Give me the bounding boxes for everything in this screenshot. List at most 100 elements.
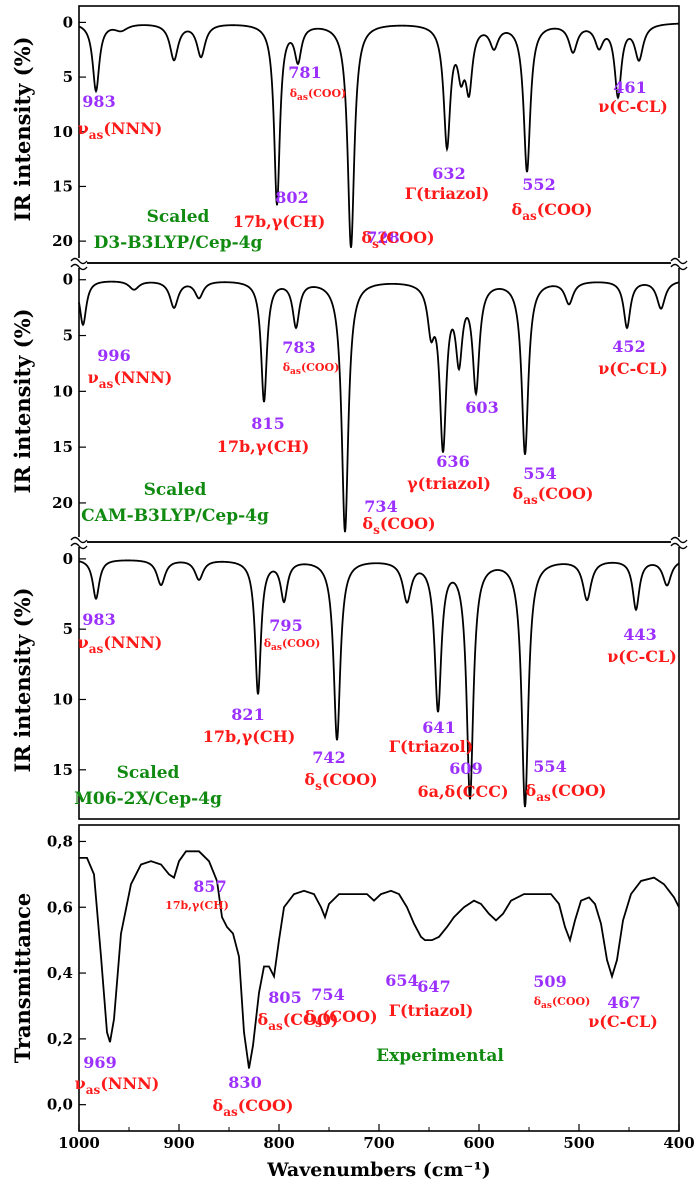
y-tick-label: 0,8 — [47, 832, 73, 850]
assignment-suffix: (COO) — [538, 484, 594, 503]
assignment-suffix: (COO) — [283, 1010, 339, 1029]
peak-assignment-label: 17b,γ(CH) — [233, 212, 326, 231]
assignment-subscript: s — [373, 523, 380, 537]
assignment-main: ν — [88, 368, 99, 387]
y-tick-label: 0 — [63, 271, 73, 289]
assignment-subscript: s — [315, 1016, 322, 1030]
peak-assignment-label: δas(COO) — [526, 781, 607, 804]
assignment-main: δ — [512, 200, 523, 219]
assignment-main: δ — [362, 514, 373, 533]
method-label: Scaled — [117, 763, 180, 783]
axis-break-gap — [71, 258, 87, 268]
axis-break-mark — [70, 257, 88, 271]
peak-wavenumber-label: 781 — [288, 63, 321, 82]
peak-assignment-label: νas(NNN) — [78, 119, 163, 142]
panel-d3-b3lyp: 0 5 10 15 20 IR intensity (%) Scaled D3-B3LYP/C… — [10, 5, 680, 264]
axis-break-mark — [670, 257, 688, 271]
y-tick-label: 0 — [63, 550, 73, 568]
assignment-main: 17b,γ(CH) — [217, 437, 310, 456]
y-tick-label: 5 — [63, 68, 73, 86]
peak-wavenumber-label: 654 — [385, 971, 418, 990]
peak-assignment-label: 17b,γ(CH) — [203, 727, 296, 746]
y-tick-label: 5 — [63, 620, 73, 638]
assignment-suffix: (COO) — [282, 637, 320, 650]
assignment-main: ν(C-CL) — [598, 359, 668, 378]
peak-wavenumber-label: 603 — [465, 398, 498, 417]
peak-wavenumber-label: 805 — [268, 988, 301, 1007]
peak-wavenumber-label: 461 — [613, 78, 646, 97]
peak-wavenumber-label: 795 — [269, 616, 302, 635]
assignment-suffix: (COO) — [322, 770, 378, 789]
panel-experimental: 0,0 0,2 0,4 0,6 0,8 Transmittance Experimental… — [10, 824, 680, 1132]
y-axis-title: Transmittance — [10, 893, 35, 1063]
spectrum-line — [78, 280, 680, 533]
assignment-subscript: as — [541, 1001, 552, 1011]
axis-break-gap — [671, 258, 687, 268]
x-tick-label: 800 — [263, 1134, 294, 1152]
peak-assignment-label: Γ(triazol) — [389, 737, 474, 756]
peak-wavenumber-label: 783 — [282, 338, 315, 357]
peak-assignment-label: 17b,γ(CH) — [165, 899, 229, 912]
method-label: Scaled — [147, 207, 210, 227]
assignment-subscript: as — [536, 790, 551, 804]
peak-wavenumber-label: 443 — [623, 625, 656, 644]
assignment-subscript: as — [290, 367, 301, 377]
assignment-main: ν(C-CL) — [588, 1012, 658, 1031]
assignment-main: δ — [526, 781, 537, 800]
peak-wavenumber-label: 609 — [449, 759, 482, 778]
peak-wavenumber-label: 983 — [82, 92, 115, 111]
peak-wavenumber-label: 452 — [612, 337, 645, 356]
peak-assignment-label: Γ(triazol) — [389, 1001, 474, 1020]
assignment-suffix: (COO) — [379, 228, 435, 247]
assignment-main: 17b,γ(CH) — [165, 899, 229, 912]
peak-wavenumber-label: 830 — [228, 1073, 261, 1092]
panel-cam-b3lyp: 0 5 10 15 20 IR intensity (%) Scaled CAM-B3LYP/… — [10, 262, 680, 543]
assignment-subscript: as — [297, 93, 308, 103]
y-axis-title: IR intensity (%) — [10, 36, 35, 221]
spectrum-line — [79, 850, 680, 1069]
peak-assignment-label: ν(C-CL) — [598, 359, 668, 378]
peak-wavenumber-label: 754 — [311, 985, 344, 1004]
y-tick-label: 10 — [52, 123, 73, 141]
assignment-main: ν(C-CL) — [607, 647, 677, 666]
axis-break-gap — [671, 537, 687, 547]
peak-wavenumber-label: 467 — [607, 993, 640, 1012]
y-tick-label: 15 — [52, 177, 73, 195]
peak-assignment-label: νas(NNN) — [78, 633, 163, 656]
axis-break-gap — [71, 537, 87, 547]
peak-assignment-label: νas(NNN) — [88, 368, 173, 391]
peak-assignment-label: δs(COO) — [304, 770, 377, 793]
assignment-subscript: as — [223, 1105, 238, 1119]
assignment-main: ν(C-CL) — [598, 97, 668, 116]
peak-assignment-label: δs(COO) — [362, 514, 435, 537]
assignment-suffix: (NNN) — [103, 119, 162, 138]
assignment-subscript: as — [268, 1019, 283, 1033]
x-axis: 1000 900 800 700 600 500 400 Wavenumbers (cm⁻¹) — [58, 1124, 695, 1181]
assignment-subscript: as — [99, 377, 114, 391]
assignment-suffix: (NNN) — [103, 633, 162, 652]
x-tick-label: 700 — [363, 1134, 394, 1152]
assignment-main: ν — [78, 119, 89, 138]
assignment-suffix: (COO) — [537, 200, 593, 219]
y-tick-label: 15 — [52, 761, 73, 779]
peak-wavenumber-label: 734 — [364, 497, 397, 516]
y-tick-label: 0 — [63, 13, 73, 31]
peak-wavenumber-label: 509 — [533, 972, 566, 991]
peak-assignment-label: δas(COO) — [534, 995, 591, 1011]
assignment-suffix: (NNN) — [100, 1074, 159, 1093]
assignment-main: ν — [78, 633, 89, 652]
method-label: Scaled — [144, 480, 207, 500]
peak-wavenumber-label: 802 — [275, 188, 308, 207]
peak-wavenumber-label: 969 — [83, 1053, 116, 1072]
x-tick-label: 900 — [163, 1134, 194, 1152]
assignment-main: δ — [304, 1007, 315, 1026]
y-tick-label: 0,0 — [47, 1096, 73, 1114]
axis-break-wave — [70, 542, 88, 550]
peak-wavenumber-label: 728 — [366, 228, 399, 247]
peak-wavenumber-label: 815 — [251, 414, 284, 433]
assignment-subscript: as — [522, 209, 537, 223]
assignment-suffix: (COO) — [551, 781, 607, 800]
assignment-suffix: (COO) — [301, 361, 339, 374]
peak-assignment-label: δas(COO) — [290, 87, 347, 103]
assignment-main: δ — [304, 770, 315, 789]
